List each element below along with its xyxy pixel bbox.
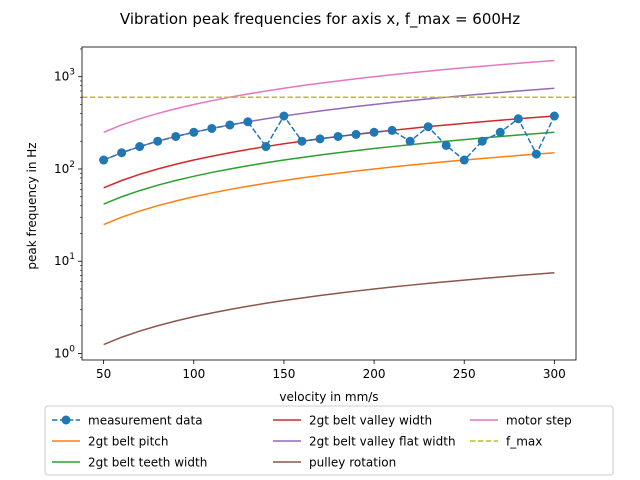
measurement-point bbox=[261, 142, 271, 152]
legend-item: pulley rotation bbox=[273, 456, 396, 470]
series-line-2gt-belt-valley-flat-width bbox=[103, 87, 555, 161]
legend-item: 2gt belt valley width bbox=[273, 414, 432, 428]
measurement-point bbox=[423, 122, 433, 132]
chart-title: Vibration peak frequencies for axis x, f… bbox=[120, 10, 520, 29]
y-tick-label: 103 bbox=[54, 68, 75, 84]
measurement-point bbox=[243, 117, 253, 127]
measurement-point bbox=[99, 155, 109, 165]
measurement-point bbox=[315, 134, 325, 144]
x-tick-label: 150 bbox=[272, 367, 295, 381]
measurement-point bbox=[405, 136, 415, 146]
y-tick-label: 101 bbox=[54, 252, 75, 268]
legend-label: motor step bbox=[506, 414, 572, 428]
x-axis-label: velocity in mm/s bbox=[279, 390, 378, 404]
legend-label: measurement data bbox=[88, 414, 203, 428]
measurement-point bbox=[153, 136, 163, 146]
measurement-point bbox=[207, 123, 217, 133]
legend-item: measurement data bbox=[52, 414, 203, 428]
legend-marker bbox=[61, 415, 71, 425]
y-tick-label: 100 bbox=[54, 344, 75, 360]
legend-box bbox=[44, 405, 614, 476]
measurement-point bbox=[495, 127, 505, 137]
measurement-point bbox=[369, 127, 379, 137]
measurement-point bbox=[333, 131, 343, 141]
legend-item: 2gt belt teeth width bbox=[52, 456, 207, 470]
legend: measurement data 2gt belt pitch 2gt belt t… bbox=[44, 405, 614, 476]
measurement-point bbox=[171, 131, 181, 141]
legend-label: pulley rotation bbox=[309, 456, 396, 470]
series-line-2gt-belt-pitch bbox=[103, 151, 555, 226]
series-line-pulley-rotation bbox=[103, 272, 555, 346]
series-line-2gt-belt-valley-width bbox=[103, 115, 555, 189]
y-axis-label: peak frequency in Hz bbox=[25, 142, 39, 269]
legend-item: 2gt belt pitch bbox=[52, 435, 168, 449]
measurement-point bbox=[549, 111, 559, 121]
x-tick-label: 50 bbox=[96, 367, 111, 381]
measurement-point bbox=[279, 111, 289, 121]
measurement-point bbox=[351, 129, 361, 139]
legend-label: 2gt belt pitch bbox=[88, 435, 168, 449]
legend-item: 2gt belt valley flat width bbox=[273, 435, 456, 449]
measurement-point bbox=[459, 155, 469, 165]
measurement-point bbox=[441, 140, 451, 150]
series-group bbox=[82, 59, 576, 346]
measurement-point bbox=[117, 148, 127, 158]
axes: 50 100 150 200 250 300 100 101 102 103 bbox=[54, 46, 577, 381]
measurement-point bbox=[531, 149, 541, 159]
axes-frame bbox=[81, 46, 577, 361]
series-line-2gt-belt-teeth-width bbox=[103, 131, 555, 205]
legend-item: motor step bbox=[470, 414, 572, 428]
x-tick-label: 100 bbox=[182, 367, 205, 381]
measurement-point bbox=[477, 136, 487, 146]
measurement-point bbox=[297, 136, 307, 146]
measurement-point bbox=[387, 125, 397, 135]
plot-area bbox=[82, 59, 576, 346]
legend-label: 2gt belt valley flat width bbox=[309, 435, 456, 449]
measurement-point bbox=[189, 127, 199, 137]
series-line-motor-step bbox=[103, 59, 555, 133]
x-tick-label: 250 bbox=[453, 367, 476, 381]
x-tick-label: 200 bbox=[363, 367, 386, 381]
x-tick-label: 300 bbox=[543, 367, 566, 381]
measurement-point bbox=[513, 114, 523, 124]
y-tick-label: 102 bbox=[54, 160, 75, 176]
legend-label: 2gt belt valley width bbox=[309, 414, 432, 428]
legend-item: f_max bbox=[470, 435, 542, 449]
measurement-point bbox=[225, 120, 235, 130]
legend-label: f_max bbox=[506, 435, 542, 449]
measurement-point bbox=[135, 142, 145, 152]
legend-label: 2gt belt teeth width bbox=[88, 456, 207, 470]
